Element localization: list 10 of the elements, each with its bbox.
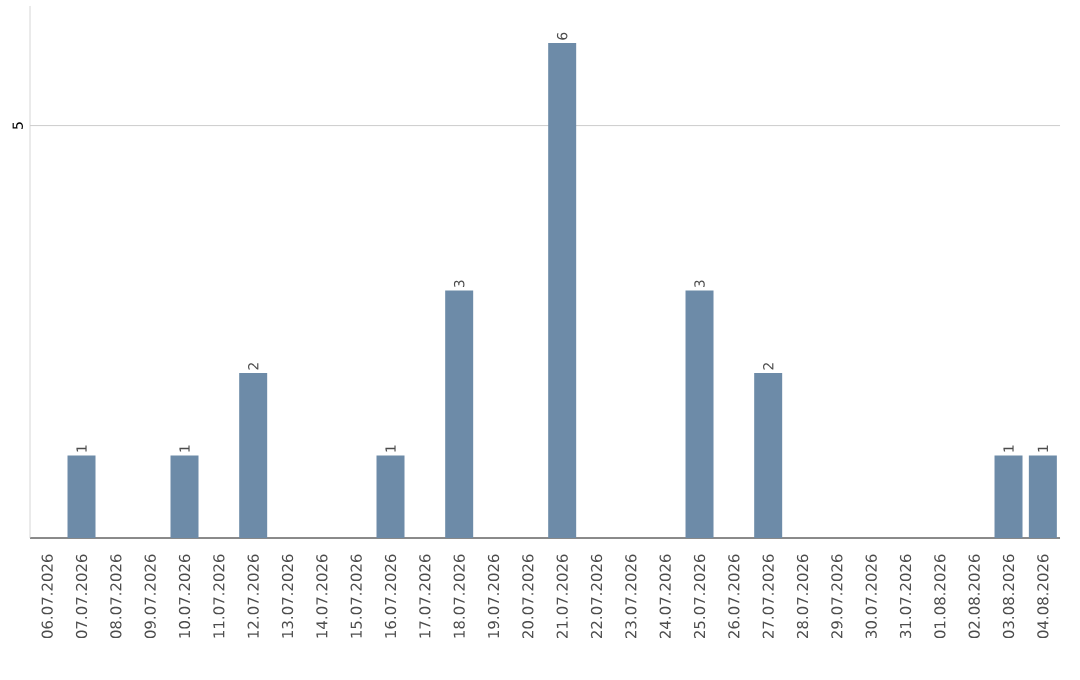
bar [754, 373, 783, 538]
bar [239, 373, 268, 538]
bar [685, 290, 714, 538]
bar [548, 43, 577, 538]
bar [1028, 455, 1057, 538]
bar [170, 455, 199, 538]
bar [994, 455, 1023, 538]
bar [67, 455, 96, 538]
bar [445, 290, 474, 538]
bar [376, 455, 405, 538]
